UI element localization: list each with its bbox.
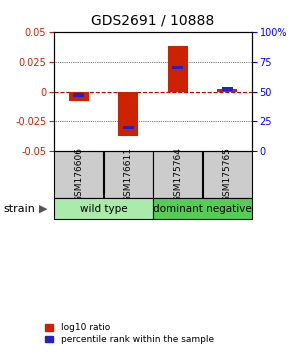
- Bar: [153, 198, 252, 219]
- Bar: [73, 93, 84, 97]
- Bar: [123, 126, 134, 129]
- Text: GSM175764: GSM175764: [173, 147, 182, 202]
- Text: ▶: ▶: [39, 204, 47, 214]
- Text: GSM176606: GSM176606: [74, 147, 83, 202]
- Bar: [217, 89, 237, 92]
- Bar: [104, 151, 153, 198]
- Bar: [69, 92, 89, 101]
- Bar: [118, 92, 138, 136]
- Text: GSM176611: GSM176611: [124, 147, 133, 202]
- Legend: log10 ratio, percentile rank within the sample: log10 ratio, percentile rank within the …: [44, 322, 216, 346]
- Bar: [54, 151, 103, 198]
- Bar: [222, 87, 233, 91]
- Title: GDS2691 / 10888: GDS2691 / 10888: [92, 14, 214, 28]
- Text: wild type: wild type: [80, 204, 127, 214]
- Bar: [168, 46, 188, 92]
- Bar: [203, 151, 252, 198]
- Bar: [153, 151, 202, 198]
- Text: strain: strain: [3, 204, 35, 214]
- Text: GSM175765: GSM175765: [223, 147, 232, 202]
- Text: dominant negative: dominant negative: [153, 204, 252, 214]
- Bar: [54, 198, 153, 219]
- Bar: [172, 66, 183, 69]
